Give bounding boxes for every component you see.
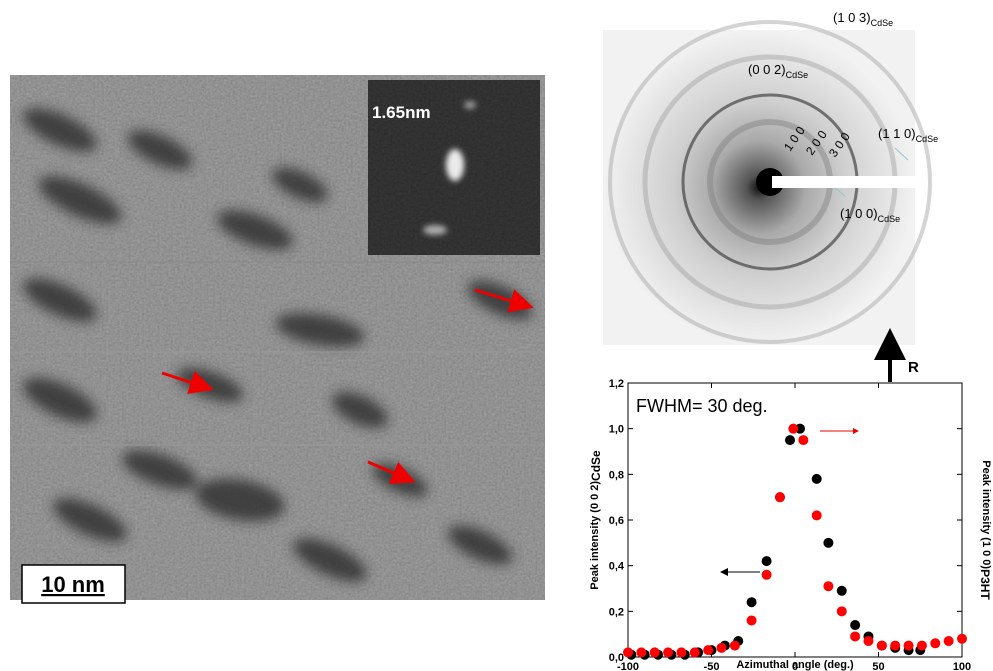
x-tick-label: -100 (617, 661, 639, 671)
point (798, 435, 809, 446)
diffraction-label: (0 0 2)CdSe (748, 62, 808, 80)
point (811, 510, 822, 521)
label-text: Peak intensity (0 0 2) (589, 481, 601, 590)
point (823, 581, 834, 592)
point (761, 569, 772, 580)
point (957, 633, 967, 644)
chart: FWHM= 30 deg. Azimuthal angle (deg.) Pea… (589, 378, 992, 671)
point (774, 492, 785, 503)
point (761, 556, 772, 567)
point (836, 585, 847, 596)
point (890, 640, 901, 651)
point (636, 647, 647, 658)
point (836, 606, 847, 617)
annotation: FWHM= 30 deg. (636, 396, 768, 416)
y-tick-label: 0,0 (609, 652, 624, 664)
point (823, 537, 834, 548)
diffraction-label: (1 0 0)CdSe (840, 206, 900, 224)
y-tick-label: 0,4 (609, 561, 625, 573)
point (689, 647, 700, 658)
point (623, 647, 633, 658)
y2-axis-label: Peak intensity (1 0 0)P3HT (978, 460, 992, 600)
point (903, 640, 914, 651)
scale-bar-box (21, 564, 126, 604)
arrow (474, 288, 534, 313)
point (916, 640, 927, 651)
y-tick-label: 0,2 (609, 606, 624, 618)
label-sub: CdSe (786, 70, 809, 80)
point (850, 631, 861, 642)
point (649, 647, 660, 658)
label-sub: P3HT (978, 569, 992, 600)
y-tick-label: 1,0 (609, 424, 624, 436)
tem-image: 1.65nm 10 nm (10, 75, 545, 604)
y-tick-label: 0,6 (609, 515, 624, 527)
label-text: (1 0 3) (833, 10, 871, 25)
point (663, 647, 674, 658)
x-axis-label: Azimuthal angle (deg.) (736, 659, 854, 671)
point (811, 473, 822, 484)
x-tick-label: -50 (704, 661, 720, 671)
inset-label: 1.65nm (372, 103, 431, 122)
arrow (161, 371, 214, 394)
label-text: (1 0 0) (840, 206, 878, 221)
diffraction-label: (1 1 0)CdSe (878, 126, 938, 144)
point (930, 638, 941, 649)
label-sub: CdSe (589, 450, 603, 481)
point (729, 640, 740, 651)
label-text: (0 0 2) (748, 62, 786, 77)
point (876, 640, 887, 651)
point (784, 435, 795, 446)
point (788, 423, 799, 434)
label-text: (1 1 0) (878, 126, 916, 141)
arrow (367, 460, 416, 484)
diffraction-label: (1 0 3)CdSe (833, 10, 893, 28)
label-sub: CdSe (916, 134, 939, 144)
inset: 1.65nm (368, 80, 540, 255)
scale-bar: 10 nm (41, 572, 105, 597)
y-tick-label: 1,2 (609, 378, 624, 390)
point (863, 636, 874, 647)
y-tick-label: 0,8 (609, 469, 624, 481)
point (746, 597, 757, 608)
point (943, 636, 954, 647)
label-sub: CdSe (871, 18, 894, 28)
x-tick-label: 0 (792, 661, 798, 671)
diffraction-pattern: (1 0 3)CdSe (0 0 2)CdSe (1 1 0)CdSe (1 0… (603, 10, 938, 382)
point (850, 620, 861, 631)
y-axis-label: Peak intensity (0 0 2)CdSe (589, 450, 603, 590)
label-text: Peak intensity (1 0 0) (980, 460, 992, 569)
point (703, 645, 714, 656)
point (746, 615, 757, 626)
point (716, 642, 727, 653)
label-sub: CdSe (878, 214, 901, 224)
point (676, 647, 687, 658)
r-label: R (908, 359, 919, 376)
x-tick-label: 100 (953, 661, 971, 671)
x-tick-label: 50 (872, 661, 884, 671)
